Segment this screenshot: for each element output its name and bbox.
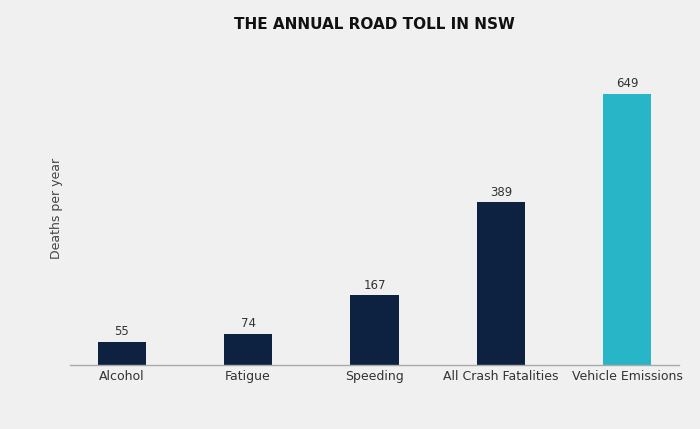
Bar	[351, 295, 398, 365]
Bar	[98, 341, 146, 365]
Title: THE ANNUAL ROAD TOLL IN NSW: THE ANNUAL ROAD TOLL IN NSW	[234, 17, 515, 32]
Y-axis label: Deaths per year: Deaths per year	[50, 157, 63, 259]
Bar	[477, 202, 525, 365]
Text: 649: 649	[616, 77, 638, 91]
Bar	[224, 334, 272, 365]
Text: 55: 55	[114, 325, 129, 338]
Text: 167: 167	[363, 278, 386, 292]
Text: 74: 74	[241, 317, 256, 330]
Text: 389: 389	[490, 186, 512, 199]
Bar	[603, 94, 651, 365]
